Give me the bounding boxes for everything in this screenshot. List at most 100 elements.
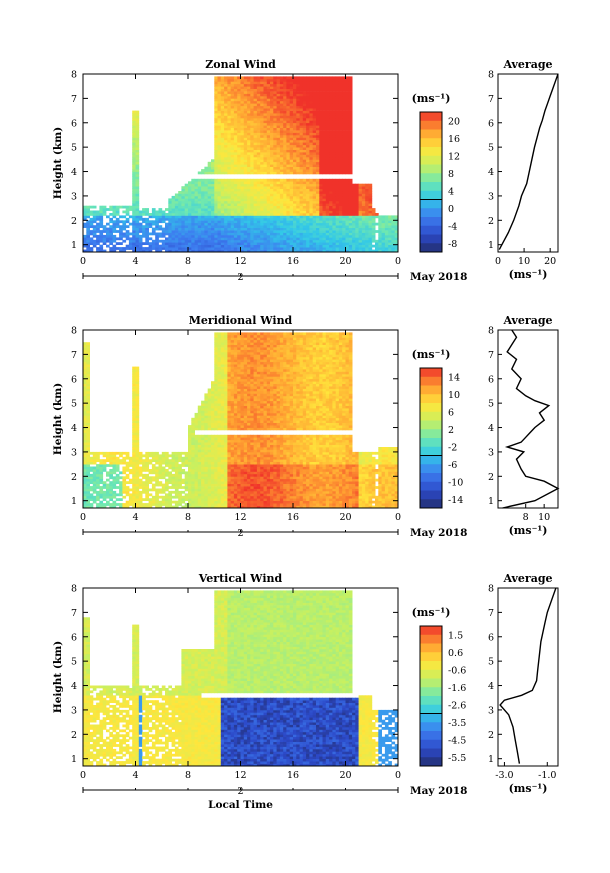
average-profile: Average 1 2 3 4 5 6 7 8 -3.0 -1.0(ms⁻¹) — [488, 572, 559, 795]
average-profile: Average 1 2 3 4 5 6 7 8 0 10 20(ms⁻¹) — [488, 58, 559, 281]
heatmap-cells — [83, 590, 399, 767]
average-y-tick-label: 5 — [488, 657, 494, 668]
y-tick-label: 2 — [71, 216, 77, 227]
average-y-tick-label: 2 — [488, 216, 494, 227]
colorbar: 20 16 12 8 4 0 -4 -8 — [419, 111, 460, 253]
colorbar-band — [420, 731, 442, 741]
colorbar-unit: (ms⁻¹) — [412, 92, 451, 105]
colorbar-band — [420, 138, 442, 148]
colorbar-band — [420, 429, 442, 439]
date-label: May 2018 — [410, 527, 467, 539]
colorbar-band — [420, 411, 442, 421]
colorbar-band — [420, 438, 442, 448]
average-y-tick-label: 4 — [488, 167, 494, 178]
y-tick-label: 4 — [71, 167, 77, 178]
date-label: May 2018 — [410, 785, 467, 797]
colorbar-tick-label: -4.5 — [448, 735, 466, 746]
colorbar-band — [420, 634, 442, 644]
colorbar-band — [420, 704, 442, 714]
colorbar-band — [420, 394, 442, 404]
colorbar-band — [420, 748, 442, 758]
x-tick-label: 0 — [395, 256, 401, 267]
colorbar-band — [420, 420, 442, 430]
average-y-tick-label: 6 — [488, 632, 494, 643]
colorbar-tick-label: 1.5 — [448, 630, 463, 641]
average-profile: Average 1 2 3 4 5 6 7 8 8 10(ms⁻¹) — [488, 314, 560, 537]
colorbar-band — [420, 687, 442, 697]
average-y-tick-label: 2 — [488, 472, 494, 483]
average-y-tick-label: 6 — [488, 118, 494, 129]
average-title: Average — [502, 58, 552, 71]
colorbar: 1.5 0.6 -0.6 -1.6 -2.6 -3.5 -4.5 -5.5 — [419, 625, 466, 767]
x-tick-label: 0 — [80, 512, 86, 523]
average-x-tick-label: 10 — [518, 256, 530, 267]
x-tick-label: 20 — [339, 770, 351, 781]
average-y-tick-label: 7 — [488, 350, 494, 361]
colorbar-tick-label: -8 — [448, 239, 457, 250]
colorbar-band — [420, 129, 442, 139]
x-tick-label: 0 — [80, 770, 86, 781]
colorbar-band — [420, 403, 442, 413]
colorbar-tick-label: 20 — [448, 116, 460, 127]
y-tick-label: 6 — [71, 374, 77, 385]
y-tick-label: 4 — [71, 681, 77, 692]
colorbar-tick-label: -4 — [448, 221, 457, 232]
average-y-tick-label: 7 — [488, 608, 494, 619]
colorbar-frame — [419, 111, 443, 253]
colorbar-tick-label: -6 — [448, 460, 457, 471]
date-label: May 2018 — [410, 271, 467, 283]
x-tick-label: 12 — [234, 512, 246, 523]
colorbar-band — [420, 120, 442, 130]
colorbar: 14 10 6 2 -2 -6 -10 -14 — [419, 367, 463, 509]
colorbar-band — [420, 243, 442, 253]
average-x-tick-label: -3.0 — [495, 770, 513, 781]
average-frame — [497, 73, 559, 253]
average-x-tick-label: -1.0 — [538, 770, 556, 781]
x-tick-label: 0 — [395, 512, 401, 523]
y-axis-label: Height (km) — [52, 127, 64, 199]
colorbar-band — [420, 446, 442, 456]
y-tick-label: 1 — [71, 240, 77, 251]
colorbar-tick-label: 4 — [448, 186, 454, 197]
colorbar-tick-label: -14 — [448, 495, 463, 506]
y-tick-label: 8 — [71, 70, 77, 81]
colorbar-band — [420, 473, 442, 483]
colorbar-unit: (ms⁻¹) — [412, 606, 451, 619]
average-y-tick-label: 8 — [488, 70, 494, 81]
x-tick-label: 12 — [234, 770, 246, 781]
colorbar-tick-label: 16 — [448, 134, 460, 145]
colorbar-band — [420, 464, 442, 474]
y-tick-label: 5 — [71, 657, 77, 668]
colorbar-band — [420, 182, 442, 192]
y-tick-label: 8 — [71, 584, 77, 595]
colorbar-tick-label: 0.6 — [448, 648, 463, 659]
colorbar-tick-label: -10 — [448, 477, 463, 488]
colorbar-tick-label: 2 — [448, 425, 454, 436]
colorbar-tick-label: 0 — [448, 204, 454, 215]
average-y-tick-label: 4 — [488, 423, 494, 434]
y-tick-label: 2 — [71, 730, 77, 741]
colorbar-tick-label: 10 — [448, 390, 460, 401]
colorbar-band — [420, 147, 442, 157]
average-y-tick-label: 8 — [488, 584, 494, 595]
colorbar-tick-label: 8 — [448, 169, 454, 180]
x-tick-label: 8 — [185, 256, 191, 267]
average-y-tick-label: 1 — [488, 496, 494, 507]
x-tick-label: 20 — [339, 512, 351, 523]
average-y-tick-label: 3 — [488, 191, 494, 202]
x-tick-label: 8 — [185, 770, 191, 781]
colorbar-band — [420, 155, 442, 165]
colorbar-unit: (ms⁻¹) — [412, 348, 451, 361]
panel-title: Zonal Wind — [205, 58, 276, 71]
colorbar-tick-label: -1.6 — [448, 683, 466, 694]
day-label: 2 — [237, 528, 243, 539]
average-title: Average — [502, 314, 552, 327]
colorbar-band — [420, 385, 442, 395]
colorbar-band — [420, 669, 442, 679]
colorbar-tick-label: -2.6 — [448, 700, 466, 711]
average-x-label: (ms⁻¹) — [509, 524, 548, 537]
colorbar-band — [420, 643, 442, 653]
colorbar-band — [420, 678, 442, 688]
